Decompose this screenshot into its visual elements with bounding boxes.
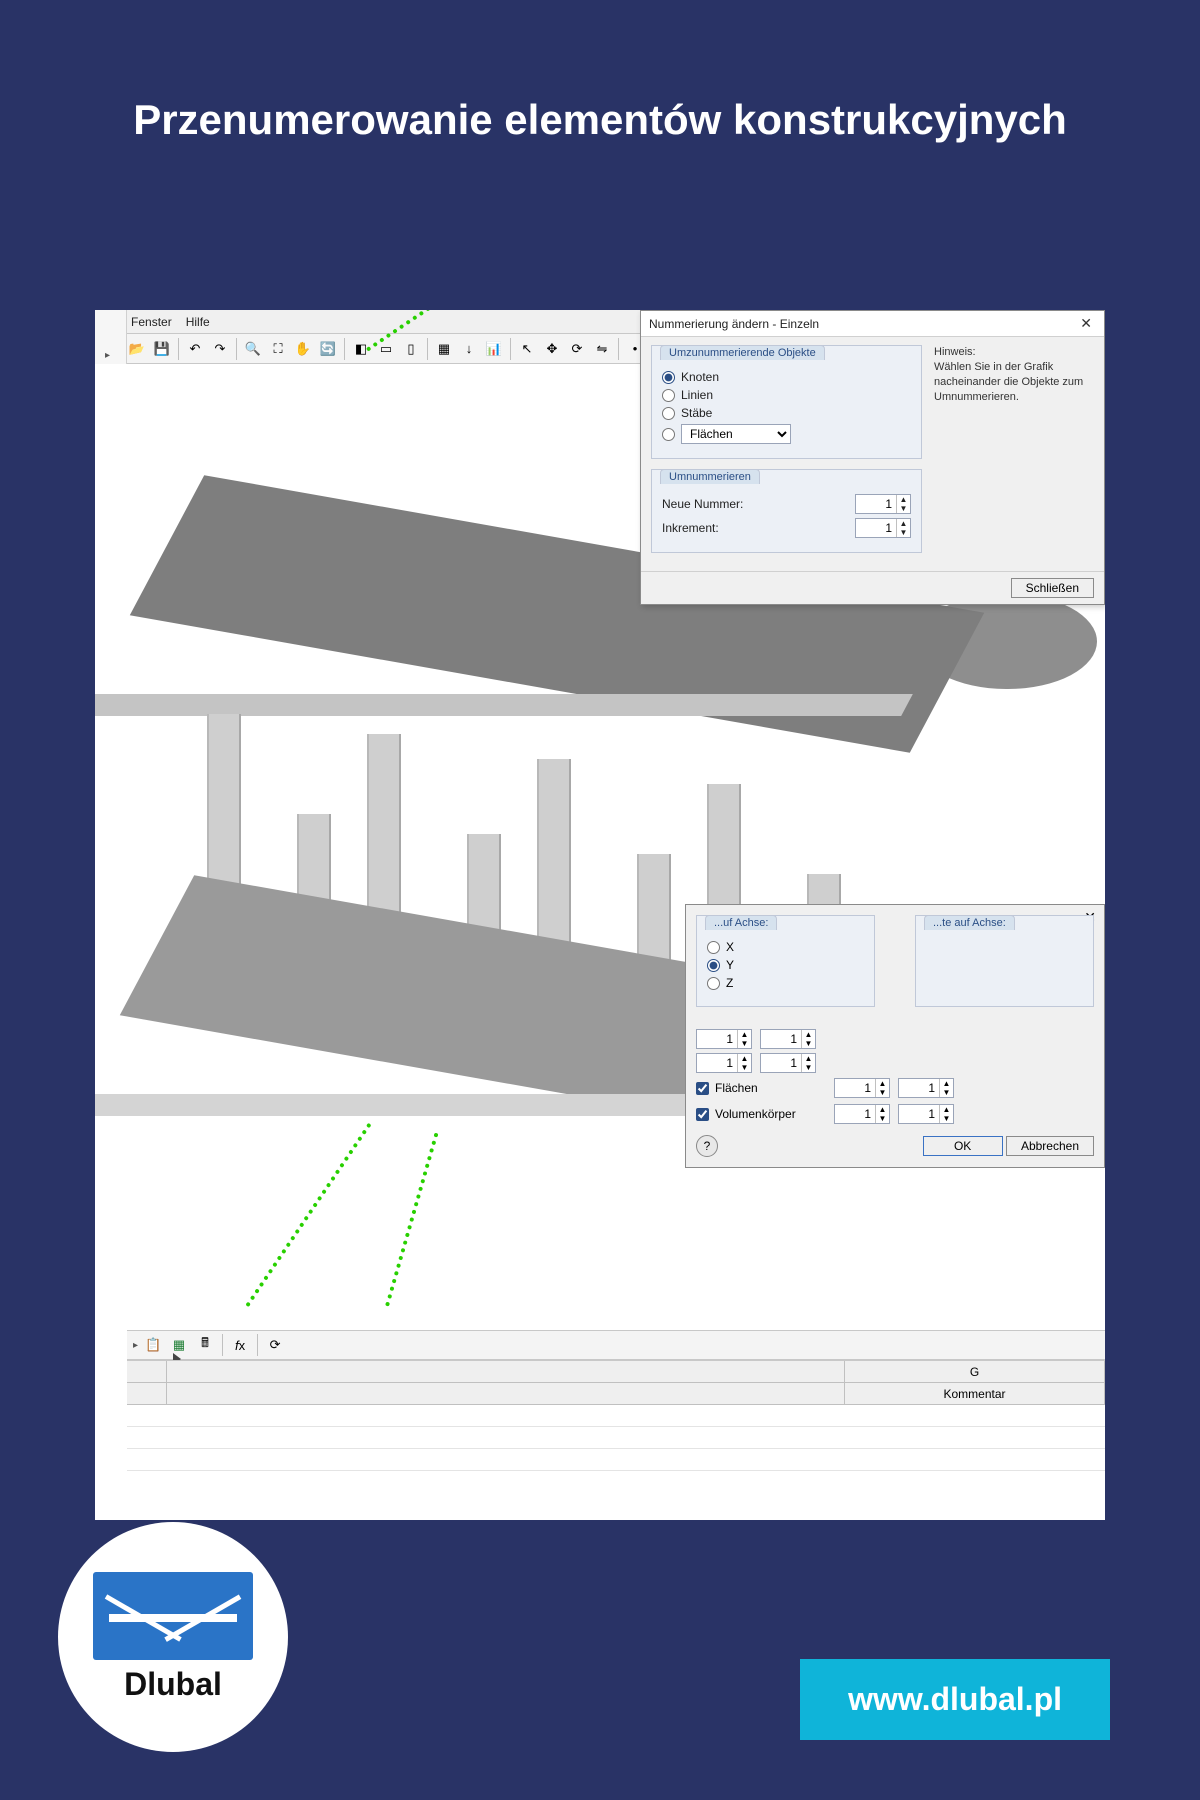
tool-orbit-icon[interactable]: 🔄 bbox=[317, 338, 339, 360]
screenshot-region: ule Fenster Hilfe 📄 📂 💾 ↶ ↷ 🔍 ⛶ ✋ 🔄 ◧ ▭ … bbox=[95, 310, 1105, 1520]
ok-button[interactable]: OK bbox=[923, 1136, 1003, 1156]
cancel-button[interactable]: Abbrechen bbox=[1006, 1136, 1094, 1156]
label-increment: Inkrement: bbox=[662, 521, 719, 535]
hint-title: Hinweis: bbox=[934, 345, 1094, 360]
radio-flaechen-combo[interactable]: Flächen bbox=[662, 424, 911, 444]
renumber-groupbox: Umnummerieren Neue Nummer: ▲▼ Inkrement:… bbox=[651, 469, 922, 553]
tool-mesh-icon[interactable]: ▦ bbox=[433, 338, 455, 360]
tool-save-icon[interactable]: 💾 bbox=[151, 338, 173, 360]
tool-view-front-icon[interactable]: ▯ bbox=[400, 338, 422, 360]
bridge-logo-icon bbox=[93, 1572, 253, 1660]
brand-url-badge: www.dlubal.pl bbox=[800, 1659, 1110, 1740]
objects-groupbox: Umzunummerierende Objekte Knoten Linien … bbox=[651, 345, 922, 459]
expand-icon[interactable]: ▸ bbox=[133, 1340, 138, 1351]
group-title: ...te auf Achse: bbox=[924, 915, 1015, 930]
spinner[interactable]: ▲▼ bbox=[696, 1053, 752, 1073]
tool-mirror-icon[interactable]: ⇋ bbox=[591, 338, 613, 360]
data-table[interactable]: G Kommentar bbox=[127, 1360, 1105, 1520]
spinner[interactable]: ▲▼ bbox=[898, 1104, 954, 1124]
column-kommentar-header: Kommentar bbox=[845, 1383, 1105, 1404]
groupbox-title: Umzunummerierende Objekte bbox=[660, 345, 825, 360]
brand-logo: Dlubal bbox=[58, 1522, 288, 1752]
page-title: Przenumerowanie elementów konstrukcyjnyc… bbox=[0, 0, 1200, 195]
spinner[interactable]: ▲▼ bbox=[696, 1029, 752, 1049]
radio-linien[interactable]: Linien bbox=[662, 388, 911, 402]
tool-select-icon[interactable]: ↖ bbox=[516, 338, 538, 360]
chk-volumen[interactable]: Volumenkörper bbox=[696, 1107, 826, 1121]
type-combo[interactable]: Flächen bbox=[681, 424, 791, 444]
spinner[interactable]: ▲▼ bbox=[834, 1104, 890, 1124]
spinner[interactable]: ▲▼ bbox=[760, 1029, 816, 1049]
radio-staebe[interactable]: Stäbe bbox=[662, 406, 911, 420]
spinner[interactable]: ▲▼ bbox=[898, 1078, 954, 1098]
tool-loads-icon[interactable]: ↓ bbox=[458, 338, 480, 360]
table-paste-icon[interactable]: 📋 bbox=[142, 1334, 164, 1356]
3d-viewport[interactable]: Nummerierung ändern - Einzeln ✕ Umzunumm… bbox=[127, 364, 1105, 1330]
brand-name: Dlubal bbox=[124, 1666, 222, 1703]
column-g-header: G bbox=[845, 1361, 1105, 1382]
expand-icon[interactable]: ▸ bbox=[105, 350, 110, 361]
tool-undo-icon[interactable]: ↶ bbox=[184, 338, 206, 360]
spinner[interactable]: ▲▼ bbox=[760, 1053, 816, 1073]
tool-move-icon[interactable]: ✥ bbox=[541, 338, 563, 360]
radio-z[interactable]: Z bbox=[707, 976, 864, 990]
group-title: ...uf Achse: bbox=[705, 915, 777, 930]
renumber-single-dialog: Nummerierung ändern - Einzeln ✕ Umzunumm… bbox=[640, 310, 1105, 605]
tool-zoom-fit-icon[interactable]: ⛶ bbox=[267, 338, 289, 360]
radio-x[interactable]: X bbox=[707, 940, 864, 954]
tool-open-icon[interactable]: 📂 bbox=[126, 338, 148, 360]
label-new-number: Neue Nummer: bbox=[662, 497, 743, 511]
chk-flaechen[interactable]: Flächen bbox=[696, 1081, 826, 1095]
table-toolbar: ▸ 📋 ▦ 🖩 fx ⟳ bbox=[127, 1330, 1105, 1360]
renumber-auto-dialog-fragment: ✕ ...uf Achse: X Y Z ...te auf Achse: bbox=[685, 904, 1105, 1168]
tool-redo-icon[interactable]: ↷ bbox=[209, 338, 231, 360]
table-refresh-icon[interactable]: ⟳ bbox=[264, 1334, 286, 1356]
new-number-spinner[interactable]: ▲▼ bbox=[855, 494, 911, 514]
hint-text: Wählen Sie in der Grafik nacheinander di… bbox=[934, 360, 1094, 405]
radio-knoten[interactable]: Knoten bbox=[662, 370, 911, 384]
close-icon[interactable]: ✕ bbox=[1076, 315, 1096, 332]
close-button[interactable]: Schließen bbox=[1011, 578, 1094, 598]
table-calc-icon[interactable]: 🖩 bbox=[194, 1334, 216, 1356]
tool-results-icon[interactable]: 📊 bbox=[483, 338, 505, 360]
radio-y[interactable]: Y bbox=[707, 958, 864, 972]
tool-pan-icon[interactable]: ✋ bbox=[292, 338, 314, 360]
spinner[interactable]: ▲▼ bbox=[834, 1078, 890, 1098]
dialog-title: Nummerierung ändern - Einzeln bbox=[649, 317, 819, 331]
menu-item-hilfe[interactable]: Hilfe bbox=[186, 315, 210, 329]
tool-zoom-window-icon[interactable]: 🔍 bbox=[242, 338, 264, 360]
table-fx-icon[interactable]: fx bbox=[229, 1334, 251, 1356]
groupbox-title: Umnummerieren bbox=[660, 469, 760, 484]
menu-item-fenster[interactable]: Fenster bbox=[131, 315, 172, 329]
increment-spinner[interactable]: ▲▼ bbox=[855, 518, 911, 538]
help-icon[interactable]: ? bbox=[696, 1135, 718, 1157]
tool-rotate-icon[interactable]: ⟳ bbox=[566, 338, 588, 360]
